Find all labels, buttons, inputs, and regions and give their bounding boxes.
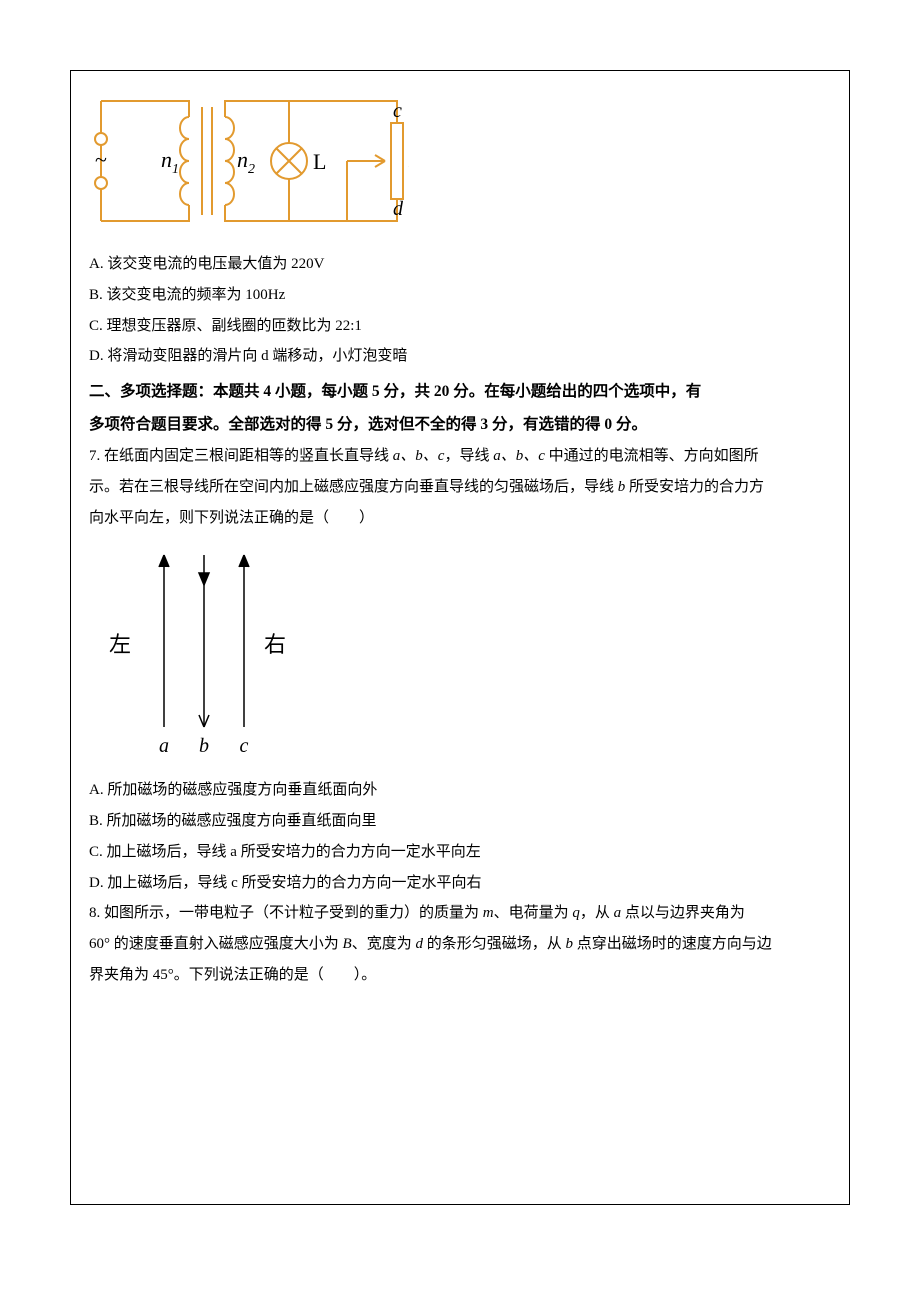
wire-b-label: b [199, 735, 209, 757]
section-2-line1: 二、多项选择题：本题共 4 小题，每小题 5 分，共 20 分。在每小题给出的四… [89, 376, 831, 409]
c-label: c [393, 100, 402, 122]
right-label: 右 [264, 632, 286, 657]
ac-symbol: ~ [95, 147, 107, 172]
q8-stem: 8. 如图所示，一带电粒子（不计粒子受到的重力）的质量为 m、电荷量为 q，从 … [89, 898, 831, 990]
section-2-line2: 多项符合题目要求。全部选对的得 5 分，选对但不全的得 3 分，有选错的得 0 … [89, 409, 831, 442]
q6-opt-c-text: C. 理想变压器原、副线圈的匝数比为 22:1 [89, 318, 362, 334]
transformer-circuit-diagram: ~ n1 n2 L c R d [89, 81, 409, 241]
q6-opt-a-text: A. 该交变电流的电压最大值为 220V [89, 256, 324, 272]
section-2-header: 二、多项选择题：本题共 4 小题，每小题 5 分，共 20 分。在每小题给出的四… [89, 376, 831, 441]
d-label: d [393, 198, 404, 220]
q7-line3: 向水平向左，则下列说法正确的是（ ） [89, 510, 374, 526]
wire-a-label: a [159, 735, 169, 757]
wire-c-label: c [240, 735, 249, 757]
q7-option-b: B. 所加磁场的磁感应强度方向垂直纸面向里 [89, 806, 831, 837]
three-wires-diagram: 左 右 a b c [89, 537, 319, 767]
q6-option-c: C. 理想变压器原、副线圈的匝数比为 22:1 [89, 311, 831, 342]
q8-line2: 60° 的速度垂直射入磁感应强度大小为 B、宽度为 d 的条形匀强磁场，从 b … [89, 936, 772, 952]
q6-opt-b-text: B. 该交变电流的频率为 100Hz [89, 287, 285, 303]
R-label: R [408, 147, 409, 172]
q7-stem: 7. 在纸面内固定三根间距相等的竖直长直导线 a、b、c，导线 a、b、c 中通… [89, 441, 831, 533]
q7-line2: 示。若在三根导线所在空间内加上磁感应强度方向垂直导线的匀强磁场后，导线 b 所受… [89, 479, 764, 495]
q6-option-b: B. 该交变电流的频率为 100Hz [89, 280, 831, 311]
q6-option-a: A. 该交变电流的电压最大值为 220V [89, 249, 831, 280]
q6-option-d: D. 将滑动变阻器的滑片向 d 端移动，小灯泡变暗 [89, 341, 831, 372]
q8-line3: 界夹角为 45°。下列说法正确的是（ ）。 [89, 967, 376, 983]
n2-label: n2 [237, 147, 255, 177]
q7-option-a: A. 所加磁场的磁感应强度方向垂直纸面向外 [89, 775, 831, 806]
left-label: 左 [109, 632, 131, 657]
lamp-label: L [313, 149, 326, 174]
q6-opt-d-text: D. 将滑动变阻器的滑片向 d 端移动，小灯泡变暗 [89, 348, 407, 364]
q7-line1: 7. 在纸面内固定三根间距相等的竖直长直导线 a、b、c，导线 a、b、c 中通… [89, 448, 759, 464]
q7-option-d: D. 加上磁场后，导线 c 所受安培力的合力方向一定水平向右 [89, 868, 831, 899]
q8-line1: 8. 如图所示，一带电粒子（不计粒子受到的重力）的质量为 m、电荷量为 q，从 … [89, 905, 745, 921]
n1-label: n1 [161, 147, 179, 177]
q7-option-c: C. 加上磁场后，导线 a 所受安培力的合力方向一定水平向左 [89, 837, 831, 868]
